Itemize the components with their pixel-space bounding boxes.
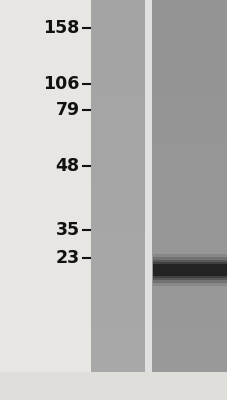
Bar xyxy=(152,262,226,278)
Text: 106: 106 xyxy=(43,75,79,93)
Bar xyxy=(91,279,144,326)
Bar xyxy=(151,232,227,279)
Bar xyxy=(0,0,91,372)
Bar xyxy=(151,0,227,372)
Bar xyxy=(91,93,144,140)
Bar xyxy=(151,46,227,93)
Bar xyxy=(0,372,227,400)
Bar xyxy=(152,264,226,276)
Bar xyxy=(91,0,144,46)
Bar xyxy=(91,0,144,372)
Bar xyxy=(151,93,227,140)
Bar xyxy=(91,326,144,372)
Bar xyxy=(152,257,226,283)
Text: 35: 35 xyxy=(55,221,79,239)
Bar xyxy=(91,186,144,232)
Bar xyxy=(144,0,151,372)
Bar xyxy=(152,260,226,280)
Bar xyxy=(151,326,227,372)
Bar xyxy=(151,186,227,232)
Bar xyxy=(151,0,227,46)
Text: 79: 79 xyxy=(55,101,79,119)
Text: 158: 158 xyxy=(43,19,79,37)
Bar xyxy=(91,46,144,93)
Bar xyxy=(151,279,227,326)
Text: 48: 48 xyxy=(55,157,79,175)
Bar xyxy=(151,140,227,186)
Text: 23: 23 xyxy=(55,249,79,267)
Bar xyxy=(91,140,144,186)
Bar xyxy=(91,232,144,279)
Bar xyxy=(152,254,226,286)
